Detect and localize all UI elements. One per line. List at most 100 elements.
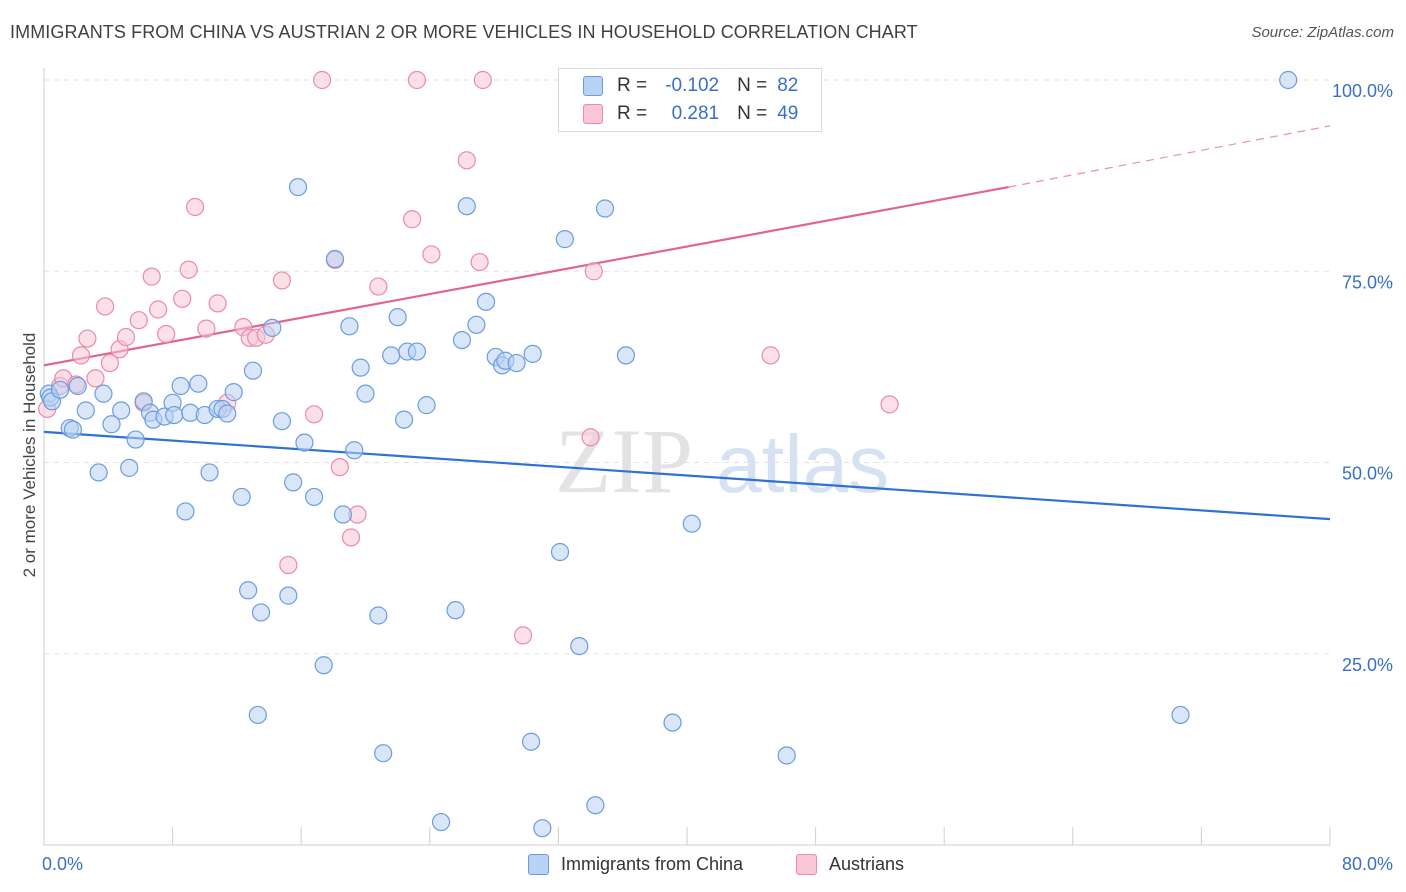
austrians-point	[312, 70, 332, 90]
china-point	[476, 292, 496, 311]
china-point	[521, 732, 541, 751]
austrians-point	[142, 267, 161, 286]
watermark: ZIP atlas	[555, 410, 889, 512]
china-point	[388, 308, 407, 327]
china-point	[189, 374, 208, 393]
data-points	[38, 70, 1298, 838]
china-point	[50, 380, 70, 399]
china-point	[251, 603, 271, 622]
china-point	[76, 401, 95, 420]
austrians-point	[157, 324, 176, 344]
austrians-point	[116, 327, 136, 347]
china-point	[345, 441, 364, 460]
legend-r-value: -0.102	[665, 75, 720, 96]
y-tick-label: 25.0%	[1342, 655, 1393, 675]
austrians-point	[304, 405, 324, 424]
austrians-point	[330, 457, 349, 477]
china-point	[457, 197, 476, 216]
legend-label-austrians: Austrians	[829, 853, 905, 874]
austrians-point	[581, 428, 600, 447]
legend-item-china: Immigrants from China	[528, 851, 743, 877]
china-point	[382, 346, 401, 365]
china-point	[523, 344, 542, 363]
austrians-point	[186, 197, 205, 217]
china-point	[417, 396, 436, 415]
china-point	[218, 404, 237, 423]
legend-n-value: 49	[777, 103, 799, 124]
austrians-point	[407, 70, 427, 90]
china-point	[333, 505, 353, 524]
china-point	[394, 410, 414, 429]
china-point	[616, 346, 636, 365]
x-tick-label: 0.0%	[42, 854, 83, 874]
china-point	[325, 249, 345, 269]
y-tick-label: 100.0%	[1332, 81, 1393, 101]
source-label: Source: ZipAtlas.com	[1251, 24, 1394, 41]
tick-labels: 25.0% 50.0% 75.0% 100.0% 0.0% 80.0%	[42, 81, 1393, 874]
austrians-point	[761, 346, 780, 365]
china-point	[682, 514, 701, 533]
austrians-point	[149, 300, 168, 319]
china-point	[112, 401, 131, 420]
china-point	[570, 636, 589, 656]
correlation-legend: R = -0.102 N = 82 R = 0.281 N = 49	[558, 68, 822, 132]
china-point	[356, 384, 375, 403]
china-point	[340, 317, 359, 336]
china-point	[304, 487, 324, 507]
austrians-point	[880, 395, 899, 414]
china-point	[663, 713, 682, 732]
austrians-point	[272, 271, 292, 290]
austrians-point	[95, 297, 115, 316]
austrians-point	[179, 260, 198, 279]
china-point	[351, 358, 370, 377]
china-point	[239, 581, 258, 600]
china-point	[586, 796, 605, 815]
legend-n-label: N =	[737, 103, 768, 124]
china-point	[777, 746, 796, 765]
china-point	[369, 606, 388, 625]
china-point	[550, 542, 570, 562]
china-point	[126, 430, 145, 449]
austrians-point	[173, 289, 192, 308]
china-point	[314, 656, 333, 675]
china-point	[243, 361, 263, 380]
china-point	[232, 487, 251, 507]
china-point	[295, 433, 314, 452]
china-point	[452, 331, 472, 350]
legend-swatch-china	[528, 853, 549, 875]
china-point	[555, 230, 574, 249]
china-point	[272, 412, 292, 431]
legend-n-label: N =	[737, 75, 768, 96]
axes	[43, 68, 1331, 846]
austrians-point	[197, 319, 216, 338]
austrians-point	[422, 245, 441, 264]
y-tick-label: 50.0%	[1342, 464, 1393, 484]
austrians-point	[403, 210, 422, 229]
china-point	[446, 601, 465, 620]
legend-n-value: 82	[777, 75, 799, 96]
china-point	[120, 458, 139, 477]
legend-swatch-austrians	[796, 853, 817, 875]
china-point	[171, 376, 190, 396]
china-point	[288, 178, 308, 197]
austrians-point	[513, 626, 533, 645]
china-point	[279, 586, 298, 605]
legend-row-austrians: R = 0.281 N = 49	[583, 100, 798, 128]
china-point	[63, 420, 83, 439]
china-point	[263, 318, 282, 337]
austrians-point	[86, 369, 105, 388]
china-point	[176, 502, 195, 521]
china-point	[595, 199, 615, 218]
china-point	[224, 383, 243, 402]
legend-swatch-austrians	[583, 104, 603, 124]
china-point	[1171, 705, 1190, 725]
china-point	[248, 705, 267, 725]
china-point	[68, 376, 87, 396]
austrians-point	[100, 353, 120, 373]
china-trend-line	[43, 430, 1331, 521]
austrians-point	[369, 277, 388, 296]
austrians-point	[78, 329, 97, 348]
austrians-point	[470, 252, 489, 272]
legend-r-value: 0.281	[671, 103, 720, 124]
